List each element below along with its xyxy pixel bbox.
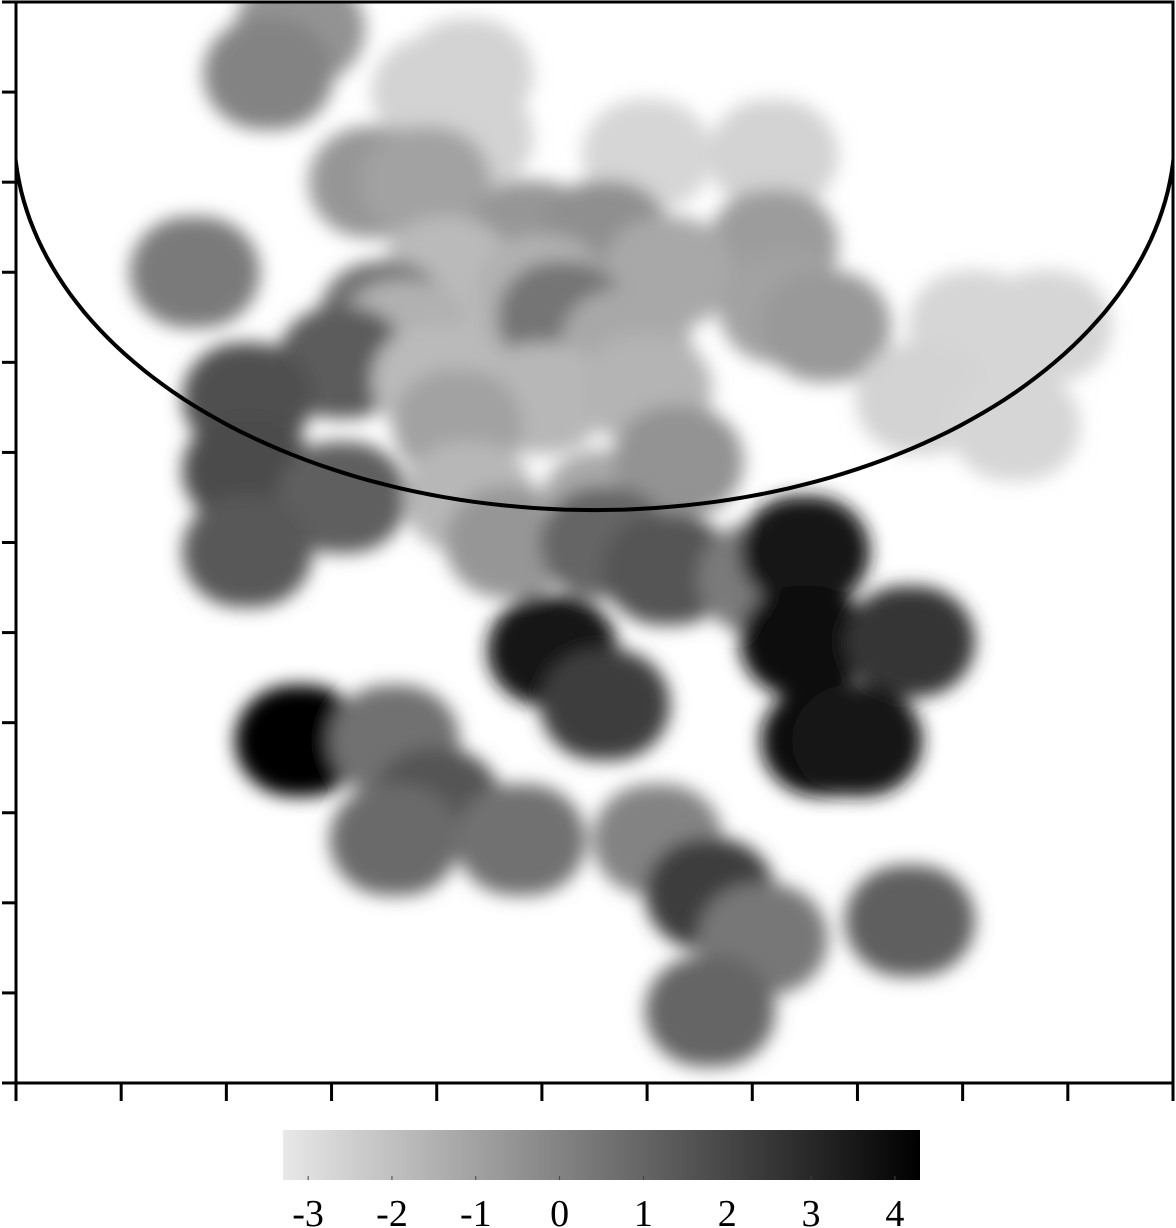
colorbar-tick-label: 1 bbox=[634, 1193, 653, 1228]
colorbar-tick-label: 4 bbox=[885, 1193, 904, 1228]
plot-area bbox=[16, 2, 1173, 1083]
heatmap-cell bbox=[602, 513, 734, 626]
heatmap-cell bbox=[276, 441, 408, 554]
heatmap-cell bbox=[234, 684, 366, 797]
colorbar-gradient bbox=[283, 1130, 920, 1180]
heatmap-cell bbox=[792, 684, 923, 797]
boundary-curve bbox=[16, 131, 1173, 513]
heatmap-cell bbox=[455, 783, 587, 896]
heatmap-cell bbox=[739, 495, 871, 608]
colorbar: -3 -2 -1 0 1 2 3 4 bbox=[283, 1130, 920, 1228]
heatmap-cell bbox=[329, 783, 460, 896]
heatmap-cell bbox=[613, 405, 744, 518]
heatmap-cell bbox=[539, 648, 671, 761]
heatmap-cell bbox=[182, 495, 313, 608]
colorbar-tick-label: 3 bbox=[802, 1193, 821, 1228]
colorbar-tick-label: -1 bbox=[460, 1193, 492, 1228]
heatmap-cell bbox=[844, 865, 976, 977]
colorbar-tick-label: 0 bbox=[550, 1193, 569, 1228]
heatmap-cell bbox=[739, 585, 871, 698]
heatmap-cell bbox=[950, 369, 1081, 482]
heatmap-cell bbox=[844, 585, 976, 698]
heatmap-cell bbox=[371, 36, 502, 148]
y-axis bbox=[2, 0, 16, 1085]
colorbar-tick-label: 2 bbox=[718, 1193, 737, 1228]
heatmap-cell bbox=[981, 270, 1112, 383]
heatmap-cells bbox=[129, 2, 1112, 1067]
colorbar-tick-label: -3 bbox=[292, 1193, 324, 1228]
heatmap-cell bbox=[708, 99, 839, 211]
x-axis bbox=[14, 1083, 1175, 1101]
heatmap-cell bbox=[760, 270, 892, 383]
colorbar-labels: -3 -2 -1 0 1 2 3 4 bbox=[292, 1176, 904, 1228]
heatmap-cell bbox=[129, 216, 260, 329]
colorbar-tick-label: -2 bbox=[376, 1193, 408, 1228]
heatmap-cell bbox=[361, 126, 492, 238]
heatmap-cell bbox=[203, 18, 334, 130]
heatmap-cell bbox=[645, 955, 776, 1067]
